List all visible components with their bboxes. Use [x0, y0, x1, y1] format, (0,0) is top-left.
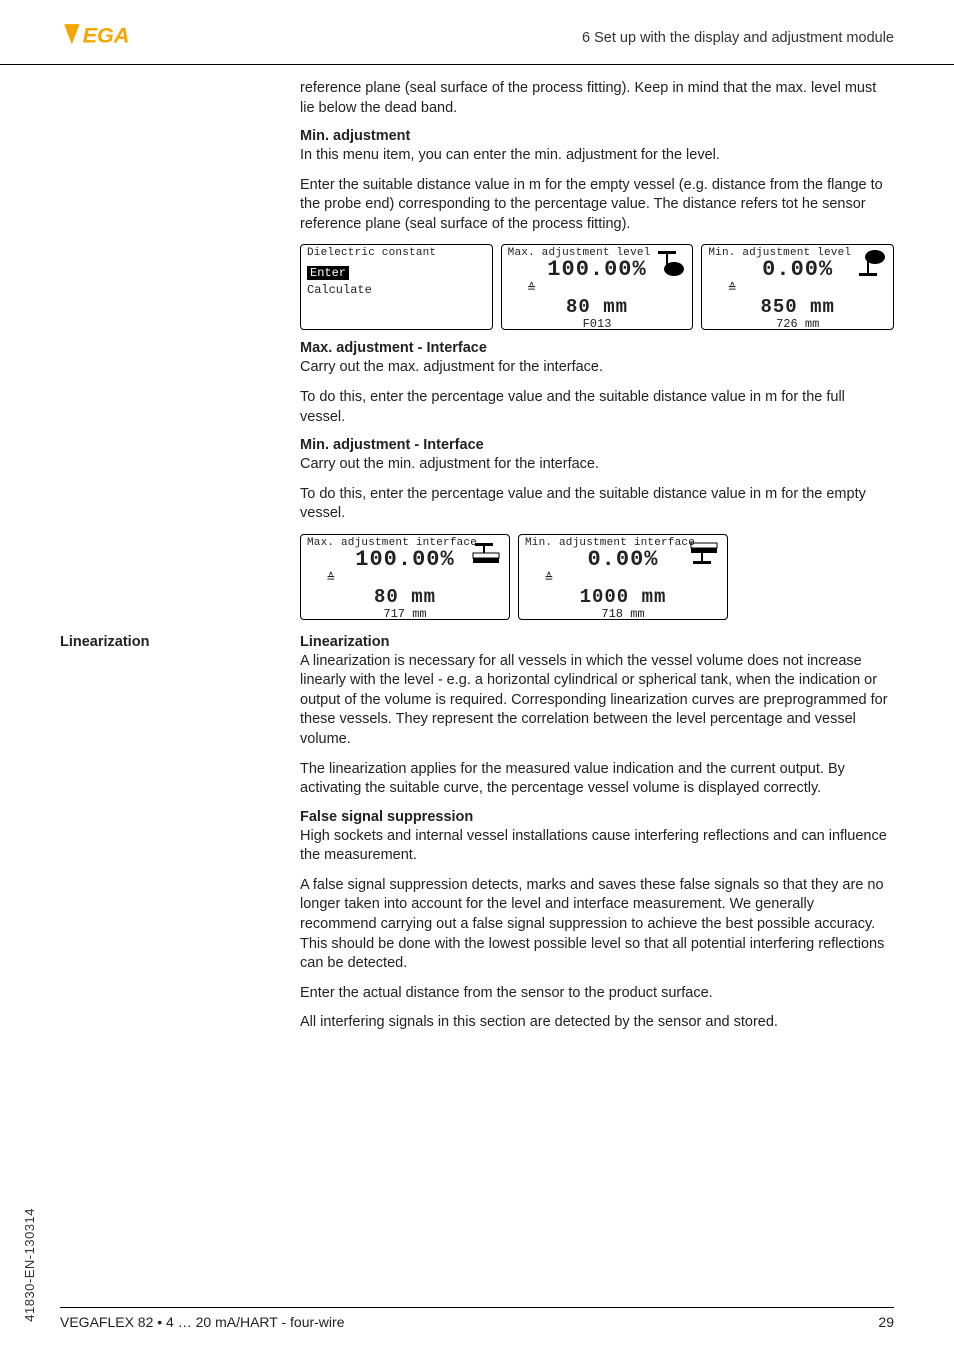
- lcd-max-level-hat: ≙: [508, 281, 687, 296]
- lcd-max-interface-sub: 717 mm: [307, 607, 503, 621]
- layers-up-icon: [687, 539, 721, 567]
- vega-logo-svg: EGA: [60, 18, 168, 58]
- linearization-heading: Linearization: [300, 634, 894, 650]
- linearization-p1: A linearization is necessary for all ves…: [300, 652, 894, 750]
- layers-down-icon: [469, 539, 503, 567]
- lcd-dielectric: Dielectric constant Enter Calculate: [300, 244, 493, 330]
- min-adjustment-p2: Enter the suitable distance value in m f…: [300, 176, 894, 235]
- lcd-min-interface-hat: ≙: [525, 571, 721, 586]
- false-signal-p4: All interfering signals in this section …: [300, 1013, 894, 1033]
- lcd-min-level-hat: ≙: [708, 281, 887, 296]
- lcd-max-interface-mm: 80 mm: [307, 588, 503, 607]
- probe-down-icon: [652, 249, 686, 277]
- lcd-max-interface-hat: ≙: [307, 571, 503, 586]
- lcd-max-interface: Max. adjustment interface 100.00% ≙ 80 m…: [300, 534, 510, 620]
- min-adjustment-heading: Min. adjustment: [300, 128, 894, 144]
- lcd-min-interface-mm: 1000 mm: [525, 588, 721, 607]
- max-interface-p1: Carry out the max. adjustment for the in…: [300, 358, 894, 378]
- content-area: reference plane (seal surface of the pro…: [0, 79, 954, 1043]
- header-section-title: 6 Set up with the display and adjustment…: [582, 30, 894, 46]
- lcd-min-level-mm: 850 mm: [708, 298, 887, 317]
- intro-text: reference plane (seal surface of the pro…: [300, 79, 894, 118]
- lcd-row-2: Max. adjustment interface 100.00% ≙ 80 m…: [300, 534, 894, 620]
- min-adjustment-p1: In this menu item, you can enter the min…: [300, 146, 894, 166]
- lcd-row-1: Dielectric constant Enter Calculate Max.…: [300, 244, 894, 330]
- lcd-dielectric-title: Dielectric constant: [307, 247, 486, 259]
- lcd-min-level-sub: 726 mm: [708, 317, 887, 331]
- probe-up-icon: [853, 249, 887, 277]
- false-signal-p3: Enter the actual distance from the senso…: [300, 984, 894, 1004]
- min-interface-heading: Min. adjustment - Interface: [300, 437, 894, 453]
- linearization-p2: The linearization applies for the measur…: [300, 760, 894, 799]
- lcd-max-level-fcode: F013: [508, 317, 687, 331]
- footer-page-number: 29: [878, 1314, 894, 1330]
- lcd-min-interface-sub: 718 mm: [525, 607, 721, 621]
- lcd-min-interface: Min. adjustment interface 0.00% ≙ 1000 m…: [518, 534, 728, 620]
- lcd-dielectric-calculate: Calculate: [307, 283, 486, 297]
- page-header: EGA 6 Set up with the display and adjust…: [0, 0, 954, 65]
- linearization-side-label: Linearization: [60, 634, 270, 650]
- min-interface-p1: Carry out the min. adjustment for the in…: [300, 455, 894, 475]
- min-interface-p2: To do this, enter the percentage value a…: [300, 485, 894, 524]
- false-signal-heading: False signal suppression: [300, 809, 894, 825]
- lcd-min-level: Min. adjustment level 0.00% ≙ 850 mm 726…: [701, 244, 894, 330]
- lcd-max-level-mm: 80 mm: [508, 298, 687, 317]
- page-footer: VEGAFLEX 82 • 4 … 20 mA/HART - four-wire…: [60, 1307, 894, 1330]
- vega-logo: EGA: [60, 18, 168, 58]
- svg-text:EGA: EGA: [83, 23, 130, 48]
- lcd-max-level: Max. adjustment level 100.00% ≙ 80 mm F0…: [501, 244, 694, 330]
- footer-product: VEGAFLEX 82 • 4 … 20 mA/HART - four-wire: [60, 1314, 344, 1330]
- max-interface-heading: Max. adjustment - Interface: [300, 340, 894, 356]
- false-signal-p2: A false signal suppression detects, mark…: [300, 876, 894, 974]
- max-interface-p2: To do this, enter the percentage value a…: [300, 388, 894, 427]
- document-code-vertical: 41830-EN-130314: [22, 1208, 37, 1322]
- false-signal-p1: High sockets and internal vessel install…: [300, 827, 894, 866]
- lcd-dielectric-enter: Enter: [307, 266, 349, 280]
